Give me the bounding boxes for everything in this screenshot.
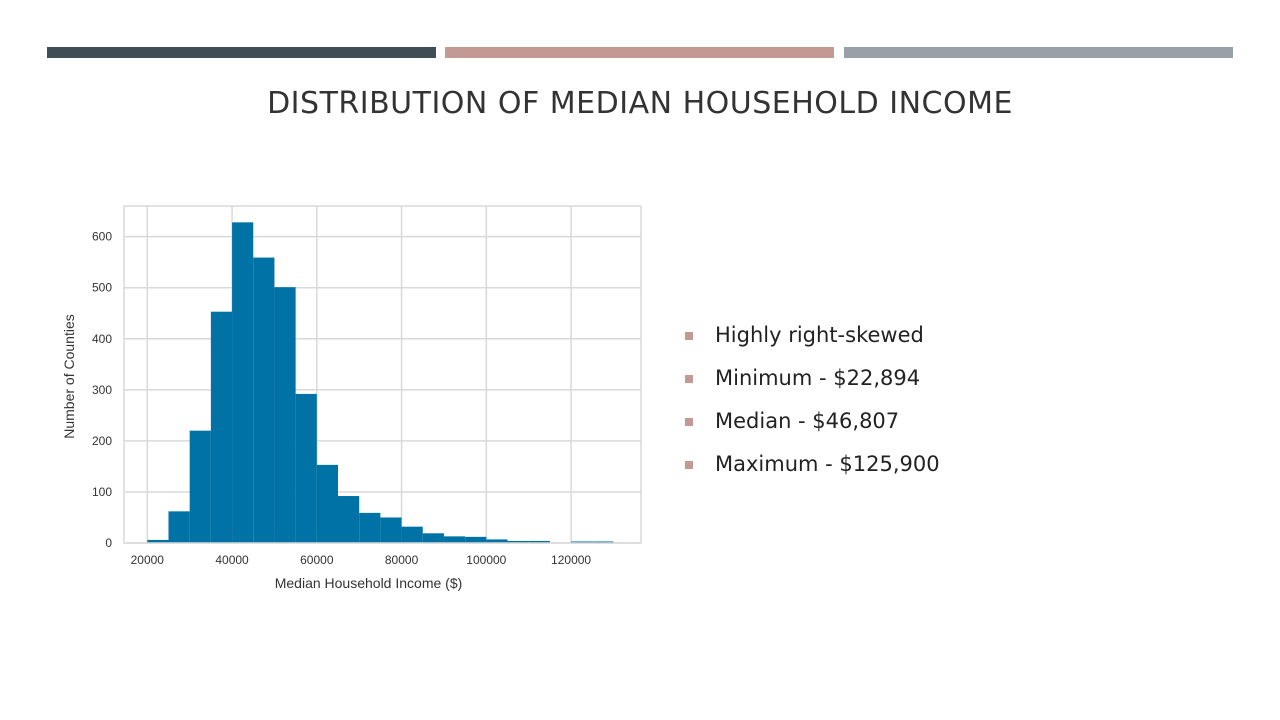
histogram-svg: 0 100 200 300 400 500 600 20000 40000 60000 80000 1… xyxy=(61,205,642,591)
bullet-list: Highly right-skewed Minimum - $22,894 Me… xyxy=(684,320,940,492)
top-decorative-bars xyxy=(47,47,1233,58)
histogram-bar xyxy=(338,496,360,543)
histogram-bar xyxy=(422,533,444,543)
y-tick-label: 300 xyxy=(92,383,112,397)
histogram-bar xyxy=(465,536,487,543)
histogram-bar xyxy=(507,540,529,543)
square-bullet-icon xyxy=(685,375,693,383)
slide-title: DISTRIBUTION OF MEDIAN HOUSEHOLD INCOME xyxy=(267,86,1013,121)
x-tick-label: 120000 xyxy=(551,553,591,567)
square-bullet-icon xyxy=(685,461,693,469)
x-tick-label: 100000 xyxy=(466,553,506,567)
top-bar-dark xyxy=(47,47,436,58)
y-tick-label: 100 xyxy=(92,485,112,499)
bullet-text: Minimum - $22,894 xyxy=(715,366,921,390)
histogram-bar xyxy=(316,464,339,543)
bullet-text: Median - $46,807 xyxy=(715,409,900,433)
x-axis-label: Median Household Income ($) xyxy=(275,575,463,591)
bullet-text: Highly right-skewed xyxy=(715,323,924,347)
top-bar-gray xyxy=(844,47,1233,58)
top-bar-rose xyxy=(445,47,834,58)
x-tick-label: 40000 xyxy=(215,553,249,567)
bullet-text: Maximum - $125,900 xyxy=(715,452,940,476)
histogram-bar xyxy=(401,526,423,543)
histogram-bar xyxy=(232,222,254,543)
y-tick-label: 400 xyxy=(92,332,112,346)
histogram-bar xyxy=(253,257,275,543)
histogram-bar xyxy=(380,517,402,543)
histogram-bar xyxy=(359,512,381,543)
histogram-bar xyxy=(168,511,190,543)
x-tick-label: 20000 xyxy=(131,553,165,567)
histogram-bar xyxy=(592,541,614,543)
bullet-item: Maximum - $125,900 xyxy=(684,449,940,492)
histogram-bar xyxy=(443,536,466,543)
histogram-bar xyxy=(571,541,593,543)
y-axis-label: Number of Counties xyxy=(61,314,77,439)
histogram-bar xyxy=(210,311,233,543)
bullet-item: Highly right-skewed xyxy=(684,320,940,363)
y-tick-label: 500 xyxy=(92,281,112,295)
histogram-bar xyxy=(295,393,317,543)
square-bullet-icon xyxy=(685,332,693,340)
histogram-bar xyxy=(189,430,211,543)
histogram-bar xyxy=(147,539,169,543)
plot-frame xyxy=(123,205,642,544)
histogram-bar xyxy=(486,539,508,543)
histogram-bar xyxy=(274,287,296,543)
histogram-bar xyxy=(528,540,550,543)
x-tick-label: 80000 xyxy=(385,553,419,567)
square-bullet-icon xyxy=(685,418,693,426)
bullet-item: Median - $46,807 xyxy=(684,406,940,449)
bullet-item: Minimum - $22,894 xyxy=(684,363,940,406)
histogram-chart: 0 100 200 300 400 500 600 20000 40000 60000 80000 1… xyxy=(56,196,656,601)
y-tick-label: 200 xyxy=(92,434,112,448)
x-tick-label: 60000 xyxy=(300,553,334,567)
y-tick-label: 0 xyxy=(105,536,112,550)
y-tick-label: 600 xyxy=(92,230,112,244)
